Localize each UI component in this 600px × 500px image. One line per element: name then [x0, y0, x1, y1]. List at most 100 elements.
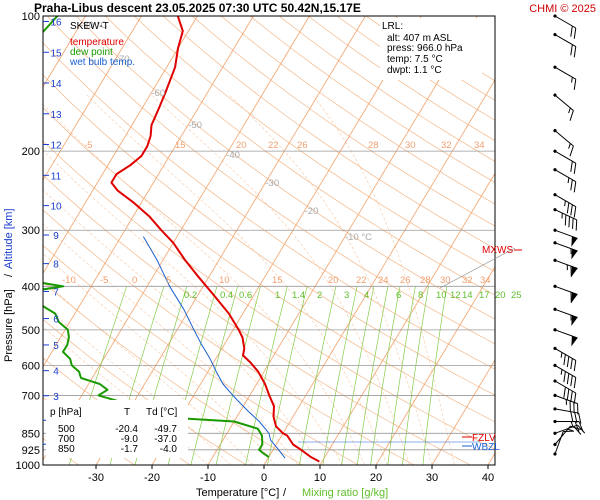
- altitude-tick-label: 11: [51, 171, 62, 182]
- dry-adiabat: [75, 16, 495, 320]
- barb-half-flag: [567, 428, 574, 432]
- theta-label: 32: [441, 140, 452, 151]
- barb-flag: [569, 145, 574, 157]
- wind-barb: [553, 149, 577, 174]
- mixing-ratio-label: 0.2: [184, 290, 197, 301]
- barb-flag: [563, 354, 566, 366]
- barb-half-flag: [568, 143, 571, 149]
- barb-station-dot: [553, 307, 557, 311]
- barb-flag: [575, 219, 578, 231]
- theta-label: 30: [405, 140, 416, 151]
- barb-flag: [573, 392, 577, 404]
- theta-label: 10: [219, 275, 230, 286]
- isotherm-label: -10 °C: [345, 232, 372, 243]
- theta-label: 26: [400, 275, 411, 286]
- table-header-p: p [hPa]: [50, 407, 82, 418]
- table-header-td: Td [°C]: [146, 407, 177, 418]
- theta-label: 28: [420, 275, 431, 286]
- table-cell: -37.0: [154, 434, 177, 445]
- pressure-tick-label: 100: [22, 11, 40, 23]
- barb-half-flag: [566, 264, 568, 271]
- wind-barb: [553, 32, 577, 58]
- mixing-ratio-label: 14: [462, 290, 473, 301]
- altitude-tick-label: 5: [53, 341, 59, 352]
- barb-half-flag: [565, 399, 567, 405]
- barb-station-dot: [553, 258, 557, 262]
- theta-label: -10: [62, 275, 76, 286]
- series-line-wet-bulb-temp-: [142, 236, 286, 459]
- wind-barb: [553, 284, 578, 303]
- barb-flag: [573, 27, 577, 39]
- barb-station-dot: [553, 32, 557, 37]
- barb-flag: [569, 400, 571, 412]
- barb-flag: [573, 163, 577, 174]
- isotherm: [487, 452, 495, 465]
- series-layer: [43, 16, 320, 463]
- barb-pennant: [571, 236, 578, 247]
- mixing-ratio-label: 2: [317, 290, 322, 301]
- barb-flag: [573, 206, 577, 218]
- moist-adiabat: [151, 94, 410, 465]
- moist-adiabat: [229, 94, 433, 465]
- barb-station-dot: [553, 393, 557, 397]
- barb-half-flag: [570, 248, 572, 255]
- mixing-ratio-label: 8: [418, 290, 423, 301]
- x-tick-label: 40: [482, 472, 494, 484]
- pressure-tick-label: 850: [22, 428, 40, 440]
- mixing-ratio-label: 17: [479, 290, 490, 301]
- mixing-ratio-label: 6: [396, 290, 401, 301]
- mixing-ratio-line: [370, 286, 401, 465]
- mixing-ratio-label: 12: [450, 290, 461, 301]
- lrl-title: LRL:: [382, 21, 403, 32]
- wind-barb: [553, 65, 577, 90]
- wind-barb: [553, 346, 577, 372]
- dry-adiabat: [365, 16, 495, 101]
- series-line-temperature: [110, 16, 320, 463]
- altitude-tick-label: 3: [53, 392, 59, 403]
- altitude-tick-label: 16: [50, 18, 62, 29]
- barb-flag: [563, 386, 566, 398]
- barb-half-flag: [560, 352, 563, 358]
- barb-flag: [573, 46, 577, 58]
- altitude-tick-label: 4: [53, 367, 59, 378]
- wind-barb: [553, 129, 574, 157]
- barb-staff: [554, 229, 578, 239]
- mixing-ratio-line: [322, 286, 358, 465]
- lrl-alt: alt: 407 m ASL: [387, 33, 452, 44]
- barb-pennant: [571, 266, 578, 277]
- barb-station-dot: [553, 328, 557, 332]
- wind-barb: [553, 328, 578, 347]
- dry-adiabat: [43, 42, 495, 370]
- barb-half-flag: [560, 369, 563, 375]
- barb-staff: [554, 242, 578, 252]
- x-axis-separator: /: [283, 487, 287, 499]
- barb-half-flag: [561, 213, 563, 219]
- wind-barb: [553, 14, 577, 39]
- barb-pennant: [571, 315, 578, 326]
- barb-station-dot: [553, 419, 557, 424]
- dry-adiabat: [43, 397, 135, 465]
- y-axis-separator: /: [3, 273, 15, 277]
- barb-station-dot: [553, 228, 557, 232]
- altitude-tick-label: 15: [50, 48, 62, 59]
- theta-label: 5: [166, 275, 171, 286]
- dry-adiabat: [394, 16, 495, 82]
- barb-flag: [570, 375, 573, 387]
- table-cell: 500: [58, 424, 75, 435]
- mxws-label: MXWS: [482, 245, 513, 256]
- barb-half-flag: [570, 421, 574, 427]
- barb-flag: [573, 360, 577, 372]
- barb-flag: [574, 412, 578, 424]
- theta-label: 32: [462, 275, 473, 286]
- moist-adiabat: [312, 94, 455, 465]
- barb-flag: [573, 426, 582, 435]
- pressure-tick-label: 400: [22, 281, 40, 293]
- mixing-ratio-label: 20: [495, 290, 506, 301]
- legend-temperature: temperature: [70, 37, 124, 48]
- x-tick-label: -20: [144, 472, 160, 484]
- isotherm-label: -70: [116, 54, 130, 65]
- dry-adiabat: [104, 16, 495, 296]
- barb-flag: [568, 216, 571, 228]
- dry-adiabat: [47, 16, 495, 345]
- isotherm: [375, 265, 495, 465]
